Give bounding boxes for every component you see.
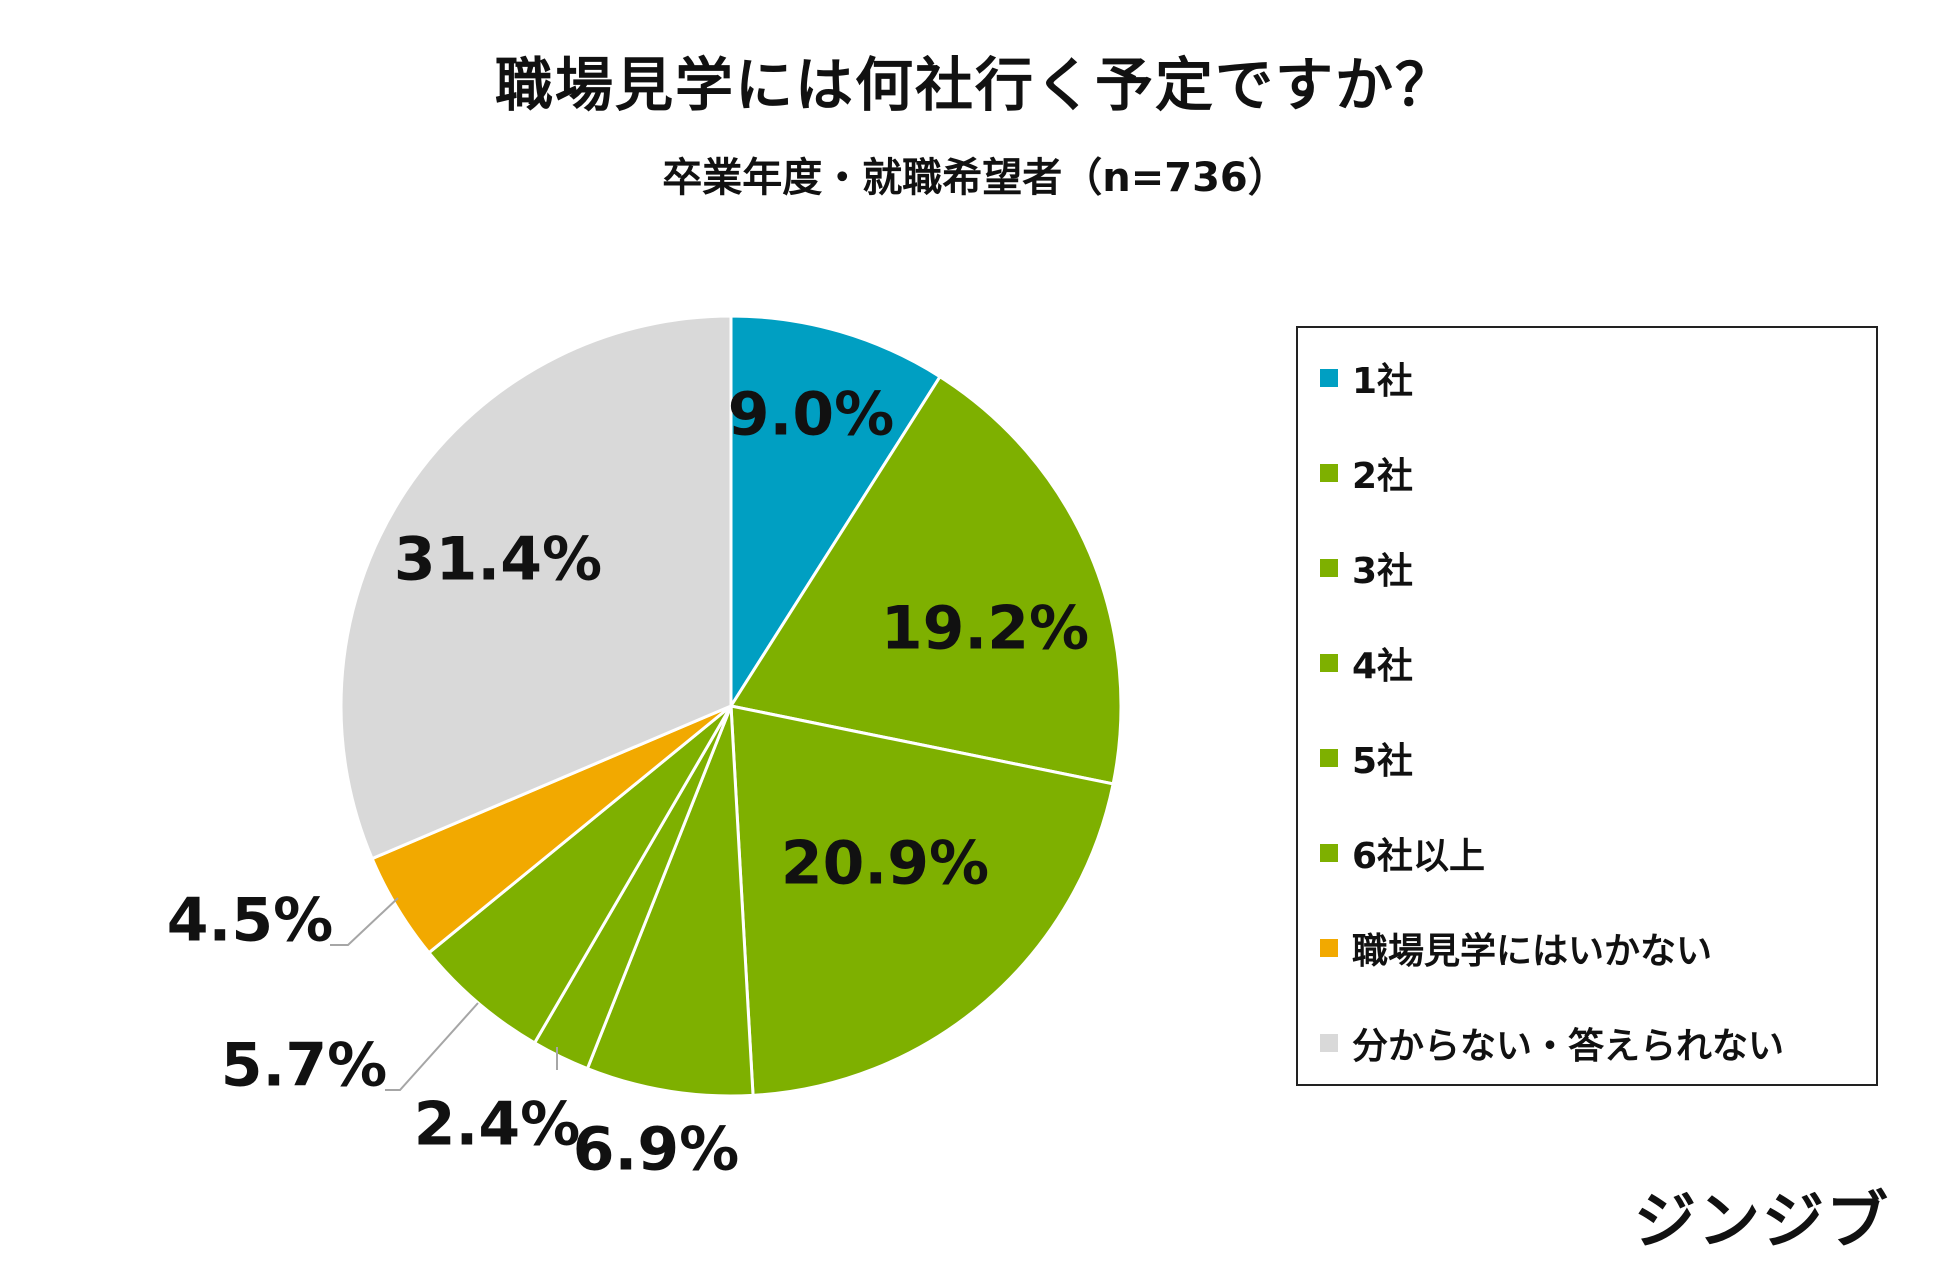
legend-item-5: 5社 — [1320, 728, 1413, 788]
brand-logo: ジンジブ — [1633, 1184, 1890, 1257]
legend-swatch — [1320, 1034, 1338, 1052]
legend-label: 6社以上 — [1352, 836, 1486, 877]
data-label-5: 2.4% — [414, 1090, 580, 1160]
data-label-4: 6.9% — [573, 1115, 739, 1185]
chart-title: 職場見学には何社行く予定ですか？ — [494, 51, 1455, 119]
legend-label: 5社 — [1352, 741, 1414, 782]
pie-slice-8 — [339, 314, 733, 861]
legend-label: 4社 — [1352, 646, 1414, 687]
legend-swatch — [1320, 654, 1338, 672]
pie-slice-6 — [426, 704, 733, 1045]
legend-label: 分からない・答えられない — [1352, 1026, 1785, 1067]
pie-slice-3 — [729, 704, 1115, 1097]
legend-item-4: 4社 — [1320, 633, 1413, 693]
legend-swatch — [1320, 939, 1338, 957]
pie-slice-2 — [728, 374, 1123, 786]
data-label-2: 19.2% — [881, 594, 1089, 664]
legend-swatch — [1320, 369, 1338, 387]
pie-slice-1 — [729, 314, 943, 712]
leader-line-7 — [330, 897, 399, 946]
data-label-3: 20.9% — [781, 829, 989, 899]
legend-item-3: 3社 — [1320, 538, 1413, 598]
legend-label: 2社 — [1352, 456, 1414, 497]
legend-item-8: 分からない・答えられない — [1320, 1013, 1784, 1073]
legend-swatch — [1320, 464, 1338, 482]
legend-item-7: 職場見学にはいかない — [1320, 918, 1712, 978]
legend-swatch — [1320, 844, 1338, 862]
data-label-1: 9.0% — [728, 380, 894, 450]
pie-slice-4 — [585, 705, 755, 1098]
legend-swatch — [1320, 749, 1338, 767]
legend-label: 1社 — [1352, 361, 1414, 402]
legend: 1社 2社 3社 4社 5社 6社以上職場見学にはいかない分からない・答えられない — [1296, 326, 1878, 1086]
data-label-8: 31.4% — [394, 525, 602, 595]
legend-item-1: 1社 — [1320, 348, 1413, 408]
data-label-7: 4.5% — [167, 886, 333, 956]
legend-label: 3社 — [1352, 551, 1414, 592]
data-label-6: 5.7% — [221, 1031, 387, 1101]
legend-swatch — [1320, 559, 1338, 577]
legend-item-2: 2社 — [1320, 443, 1413, 503]
leader-line-6 — [385, 1002, 479, 1091]
legend-item-6: 6社以上 — [1320, 823, 1485, 883]
chart-subtitle: 卒業年度・就職希望者（n=736） — [662, 155, 1288, 201]
legend-label: 職場見学にはいかない — [1352, 931, 1713, 972]
